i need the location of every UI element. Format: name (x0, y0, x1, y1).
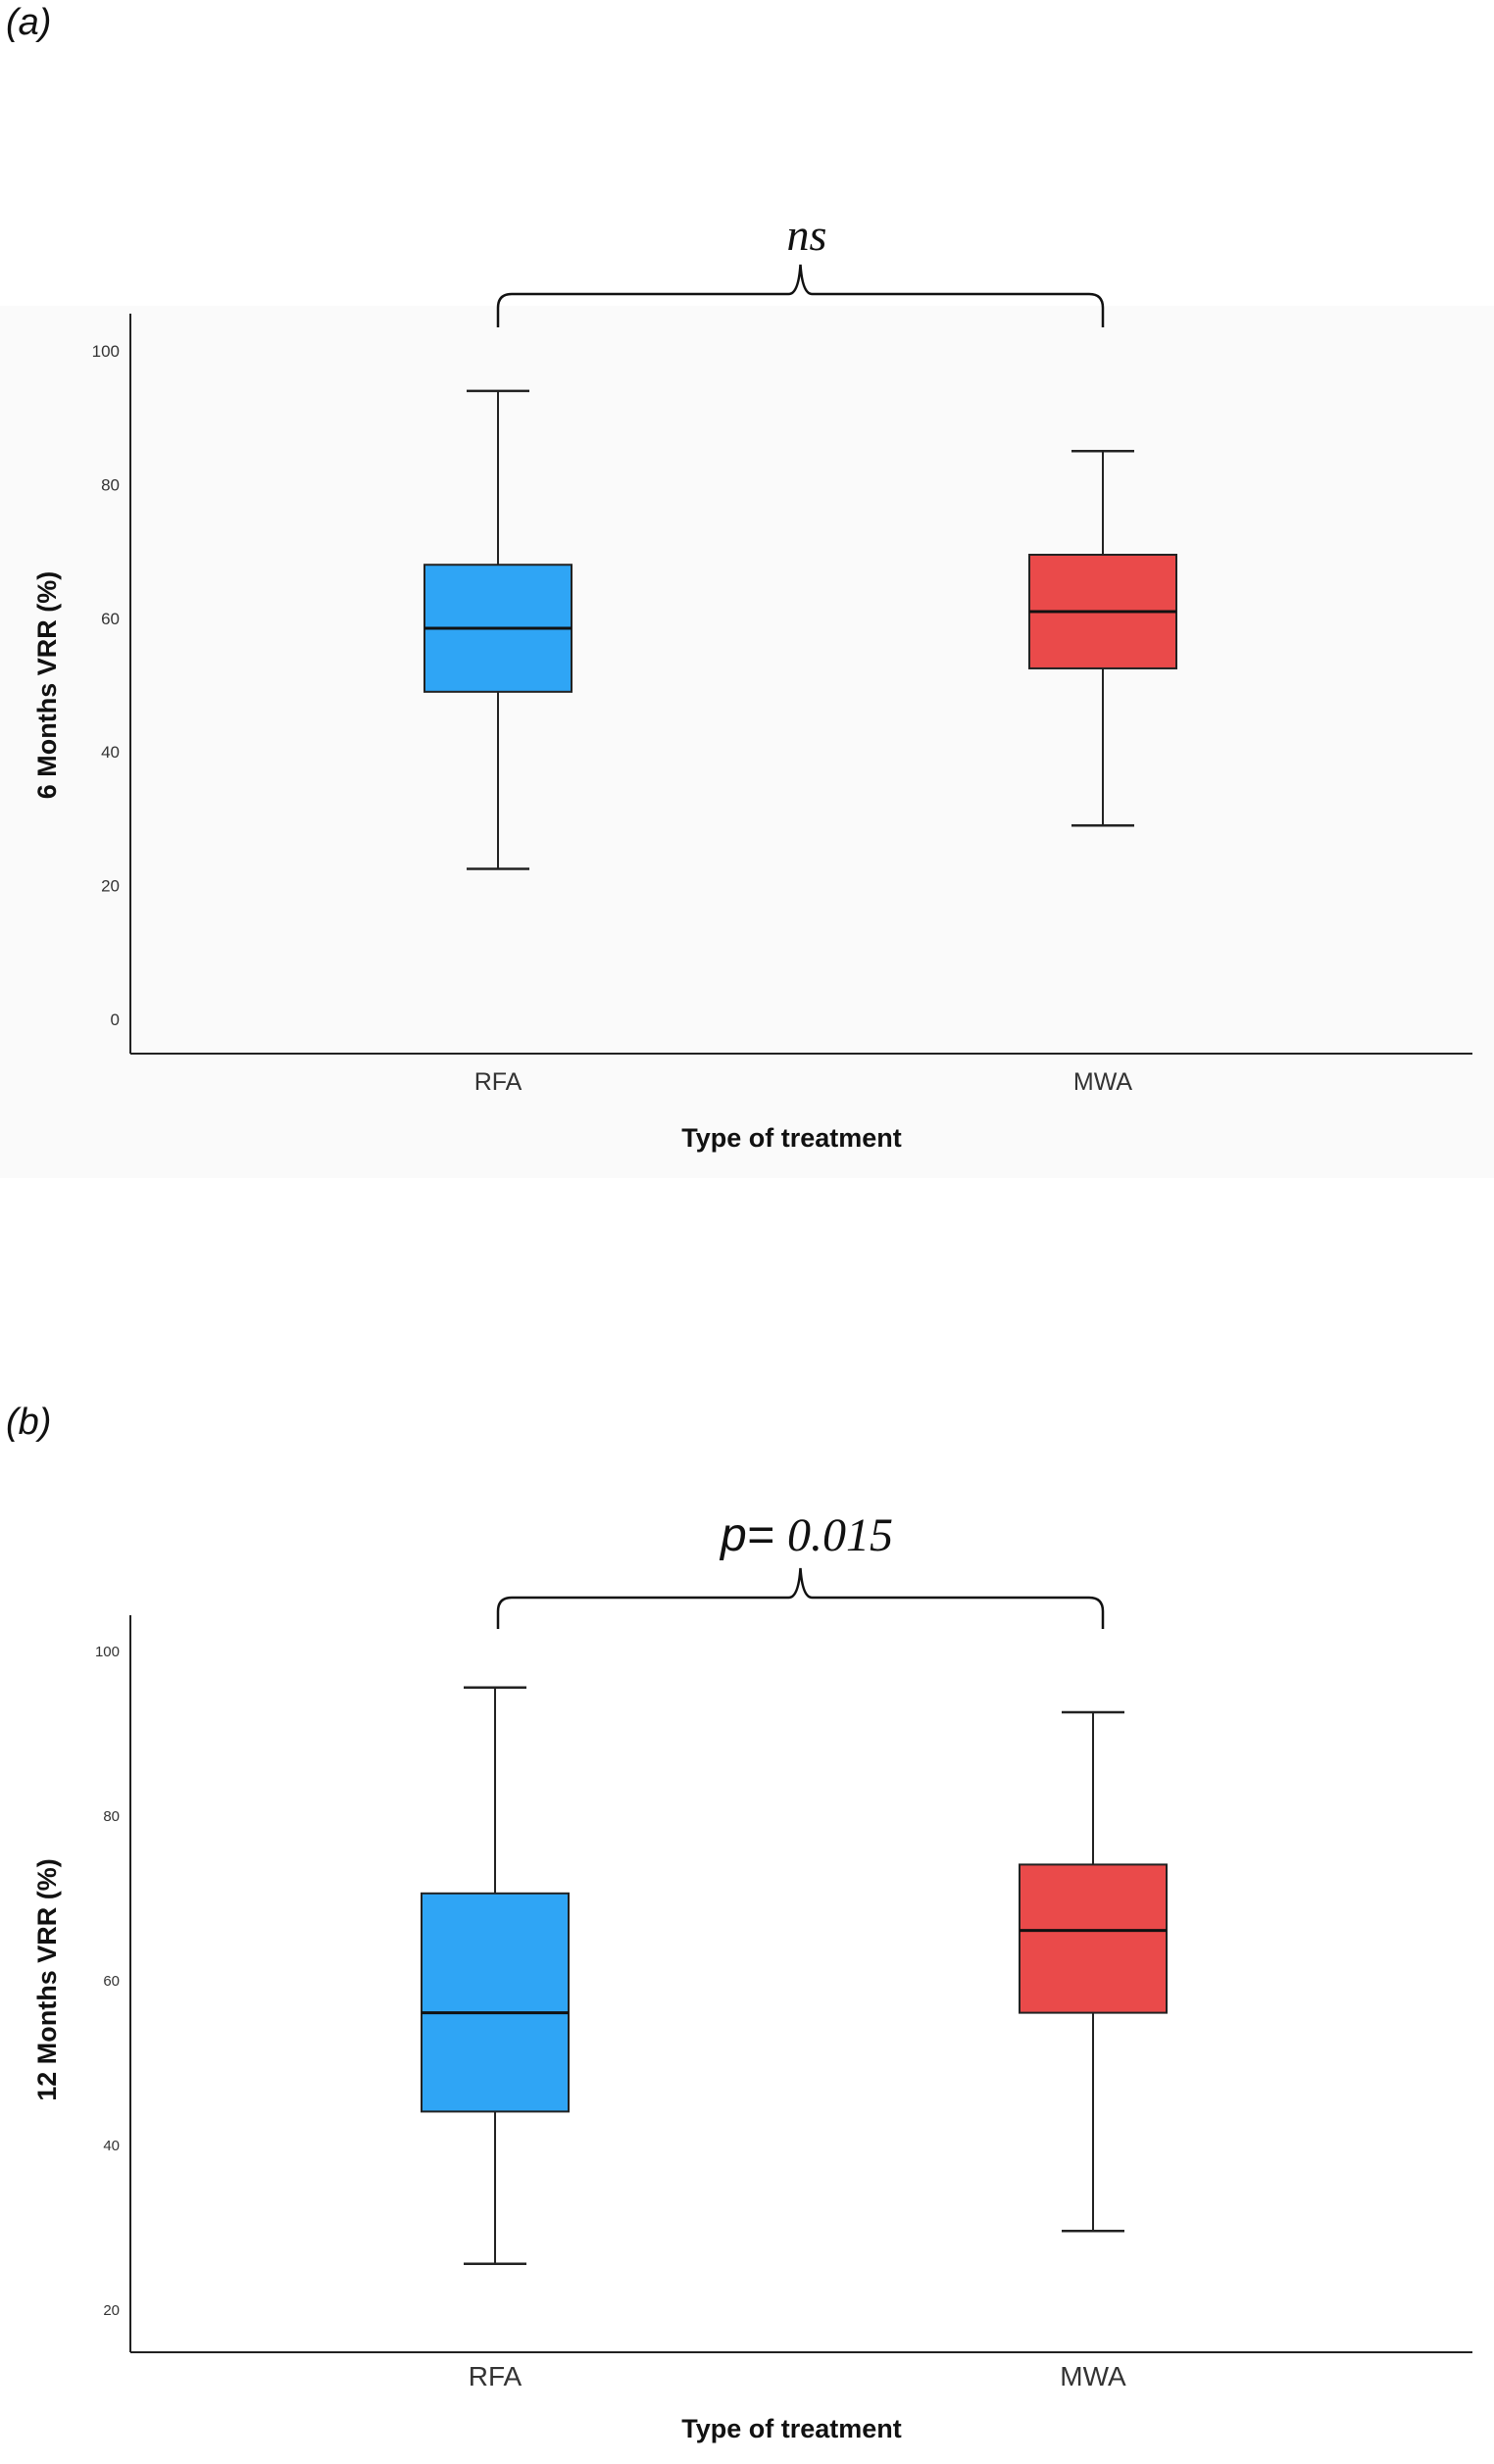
y-tick-label-a: 40 (101, 743, 120, 762)
y-axis-title-b: 12 Months VRR (%) (32, 1858, 62, 2101)
x-axis-title-a: Type of treatment (681, 1123, 902, 1153)
x-tick-label-mwa-b: MWA (1060, 2361, 1126, 2391)
y-tick-label-b: 60 (103, 1973, 120, 1990)
y-tick-label-a: 20 (101, 877, 120, 896)
significance-label-ns: ns (787, 210, 827, 260)
y-tick-label-b: 20 (103, 2302, 120, 2319)
significance-label-p-value: p= 0.015 (719, 1509, 893, 1561)
x-tick-label-rfa-b: RFA (469, 2361, 523, 2391)
p-value-number: 0.015 (787, 1509, 893, 1561)
y-tick-label-b: 80 (103, 1808, 120, 1825)
y-axis-title-a: 6 Months VRR (%) (32, 571, 62, 800)
y-tick-label-a: 60 (101, 610, 120, 628)
y-tick-label-b: 40 (103, 2138, 120, 2154)
panel-a-label: (a) (6, 2, 52, 43)
box-mwa-b (1019, 1863, 1168, 2014)
y-tick-label-b: 100 (95, 1644, 120, 1660)
y-tick-label-a: 100 (92, 342, 120, 361)
box-rfa-b (421, 1892, 570, 2113)
plot-background-a (0, 306, 1494, 1178)
chart-6-months: 0 20 40 60 80 100 RFA MWA Type of treatment 6 Mon… (0, 210, 1494, 1178)
y-tick-label-a: 80 (101, 475, 120, 494)
panel-b-label: (b) (6, 1402, 52, 1443)
p-value-prefix: p= (719, 1509, 787, 1561)
y-tick-label-a: 0 (111, 1010, 120, 1029)
x-axis-title-b: Type of treatment (681, 2414, 902, 2443)
x-tick-label-rfa-a: RFA (474, 1068, 523, 1096)
significance-bracket-b (496, 1567, 1105, 1629)
significance-bracket-a (496, 264, 1105, 327)
x-tick-label-mwa-a: MWA (1073, 1068, 1132, 1096)
